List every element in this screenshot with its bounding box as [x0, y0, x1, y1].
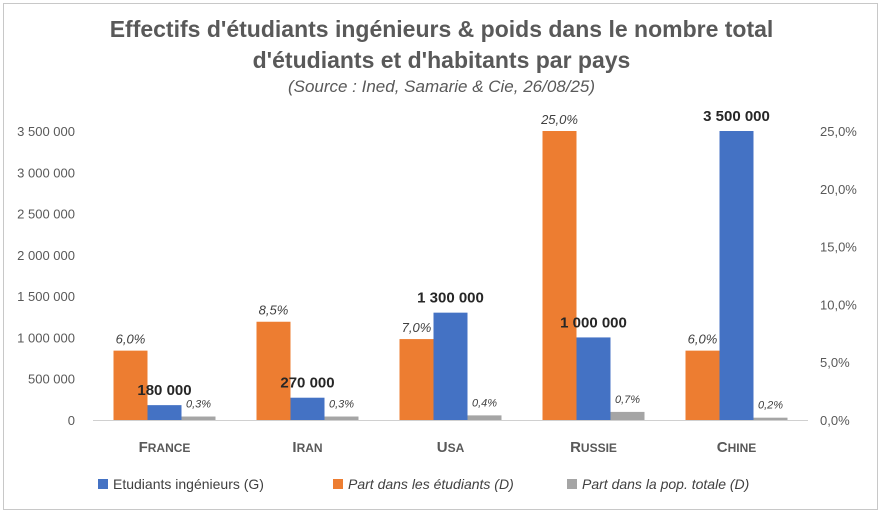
- data-label-etudiants-ingenieurs-russie: 1 000 000: [560, 314, 627, 331]
- x-tick-label-russie: RUSSIE: [570, 439, 617, 456]
- y-left-tick-label: 1 000 000: [17, 330, 75, 345]
- data-label-etudiants-ingenieurs-chine: 3 500 000: [703, 108, 770, 125]
- bar-etudiants-ingenieurs-g-usa: [433, 312, 468, 420]
- data-label-part-pop-iran: 0,3%: [329, 399, 354, 411]
- bar-etudiants-ingenieurs-g-france: [147, 405, 182, 420]
- bar-part-dans-les-etudiants-d-russie: [542, 131, 577, 420]
- chart-title-line-1: Effectifs d'étudiants ingénieurs & poids…: [109, 16, 774, 42]
- y-left-tick-label: 2 500 000: [17, 207, 75, 222]
- data-label-part-pop-france: 0,3%: [186, 399, 211, 411]
- bar-part-dans-la-pop-totale-d-iran: [324, 416, 359, 420]
- y-right-tick-label: 10,0%: [820, 297, 857, 312]
- data-label-etudiants-ingenieurs-france: 180 000: [137, 382, 191, 399]
- data-label-etudiants-ingenieurs-iran: 270 000: [280, 375, 334, 392]
- chart-subtitle: (Source : Ined, Samarie & Cie, 26/08/25): [287, 77, 596, 96]
- bar-part-dans-la-pop-totale-d-chine: [753, 417, 788, 420]
- bar-part-dans-les-etudiants-d-france: [113, 350, 148, 420]
- x-tick-label-france: FRANCE: [139, 439, 191, 456]
- y-right-tick-label: 25,0%: [820, 124, 857, 139]
- bar-part-dans-la-pop-totale-d-russie: [610, 411, 645, 420]
- data-label-part-etudiants-usa: 7,0%: [402, 320, 432, 335]
- data-label-part-pop-russie: 0,7%: [615, 394, 640, 406]
- bar-etudiants-ingenieurs-g-iran: [290, 397, 325, 420]
- legend-swatch-part-pop-totale: [567, 479, 577, 489]
- data-label-part-etudiants-iran: 8,5%: [259, 303, 289, 318]
- y-left-tick-label: 3 500 000: [17, 124, 75, 139]
- bar-part-dans-les-etudiants-d-chine: [685, 350, 720, 420]
- bar-part-dans-les-etudiants-d-usa: [399, 339, 434, 420]
- x-tick-label-chine: CHINE: [717, 439, 757, 456]
- data-label-part-etudiants-france: 6,0%: [116, 332, 146, 347]
- bar-etudiants-ingenieurs-g-russie: [576, 337, 611, 420]
- y-left-tick-label: 1 500 000: [17, 289, 75, 304]
- legend-label-part-etudiants: Part dans les étudiants (D): [348, 476, 514, 492]
- data-label-part-pop-chine: 0,2%: [758, 400, 783, 412]
- y-left-tick-label: 2 000 000: [17, 248, 75, 263]
- bar-part-dans-les-etudiants-d-iran: [256, 321, 291, 420]
- data-label-etudiants-ingenieurs-usa: 1 300 000: [417, 290, 484, 307]
- data-label-part-etudiants-chine: 6,0%: [688, 332, 718, 347]
- chart-legend: Etudiants ingénieurs (G) Part dans les é…: [98, 476, 749, 492]
- y-right-tick-label: 15,0%: [820, 240, 857, 255]
- y-right-tick-label: 0,0%: [820, 413, 850, 428]
- chart-title-line-2: d'étudiants et d'habitants par pays: [252, 47, 631, 73]
- y-left-tick-label: 500 000: [28, 372, 75, 387]
- y-right-tick-label: 20,0%: [820, 182, 857, 197]
- legend-label-part-pop-totale: Part dans la pop. totale (D): [582, 476, 749, 492]
- y-left-tick-label: 3 000 000: [17, 165, 75, 180]
- legend-swatch-etudiants-ingenieurs: [98, 479, 108, 489]
- legend-label-etudiants-ingenieurs: Etudiants ingénieurs (G): [113, 476, 264, 492]
- bar-etudiants-ingenieurs-g-chine: [719, 131, 754, 420]
- legend-swatch-part-etudiants: [333, 479, 343, 489]
- bar-part-dans-la-pop-totale-d-usa: [467, 415, 502, 420]
- data-label-part-etudiants-russie: 25,0%: [540, 112, 578, 127]
- y-right-tick-label: 5,0%: [820, 355, 850, 370]
- x-tick-label-iran: IRAN: [292, 439, 322, 456]
- data-label-part-pop-usa: 0,4%: [472, 397, 497, 409]
- chart-title-block: Effectifs d'étudiants ingénieurs & poids…: [0, 14, 883, 98]
- x-tick-label-usa: USA: [437, 439, 465, 456]
- bar-part-dans-la-pop-totale-d-france: [181, 416, 216, 420]
- y-left-tick-label: 0: [68, 413, 75, 428]
